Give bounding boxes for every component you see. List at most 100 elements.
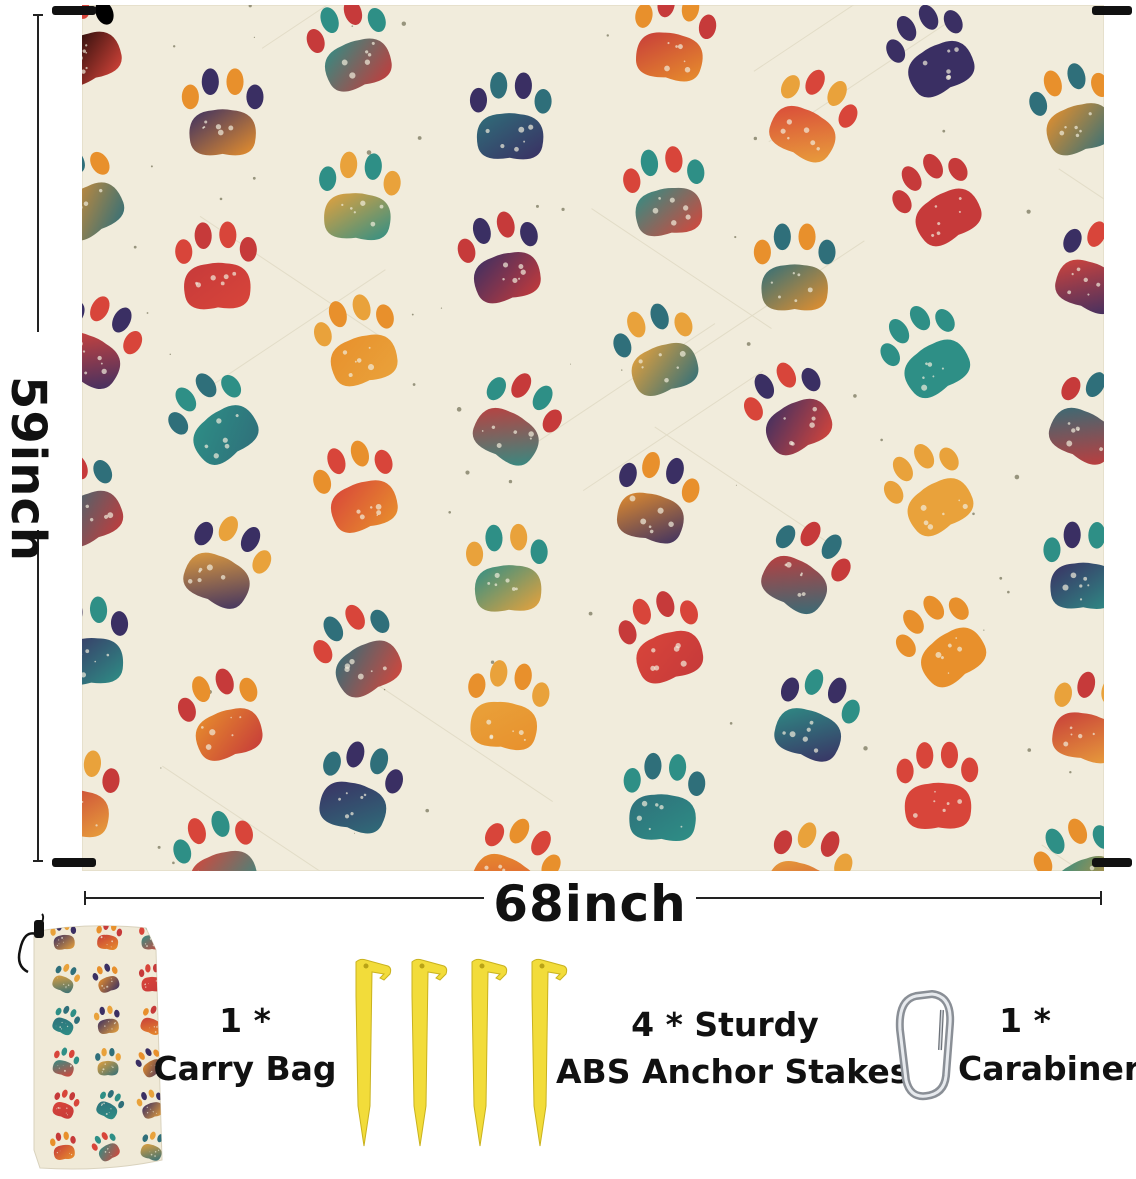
texture-speck: [169, 353, 171, 356]
stake-icon: [355, 958, 392, 1147]
texture-line: [1058, 168, 1104, 200]
texture-speck: [1027, 748, 1032, 752]
texture-speck: [561, 207, 565, 212]
bag-qty: 1 *: [219, 1001, 271, 1040]
height-label: 59inch: [0, 376, 56, 563]
texture-speck: [448, 510, 452, 514]
paw-print: [93, 1005, 120, 1035]
texture-speck: [1069, 771, 1072, 774]
paw-print: [769, 69, 858, 163]
paw-print: [466, 523, 548, 612]
paw-print: [1052, 671, 1104, 764]
texture-line: [372, 681, 553, 802]
paw-print: [457, 211, 541, 304]
texture-speck: [425, 808, 430, 813]
paw-print: [1033, 818, 1104, 871]
texture-line: [582, 370, 764, 492]
stakes-label: ABS Anchor Stakes: [556, 1052, 910, 1091]
texture-speck: [354, 832, 356, 834]
stake-icon: [411, 958, 448, 1147]
paw-print: [1029, 63, 1104, 156]
texture-line: [753, 5, 855, 72]
texture-speck: [983, 629, 985, 631]
stakes-icon: [340, 956, 570, 1152]
texture-line: [162, 765, 321, 871]
texture-speck: [150, 165, 153, 168]
texture-speck: [252, 176, 256, 180]
paw-print: [892, 153, 982, 247]
paw-print: [52, 1005, 80, 1036]
texture-speck: [999, 576, 1003, 580]
texture-speck: [606, 34, 609, 37]
paw-print: [469, 72, 552, 160]
paw-print: [635, 5, 717, 82]
paw-print: [623, 146, 705, 237]
texture-speck: [351, 25, 354, 27]
paw-print: [173, 810, 258, 871]
paw-print: [313, 440, 398, 533]
width-dimension-line-left: [84, 897, 484, 899]
paw-print: [82, 296, 143, 389]
corner-loop-bottom-left: [52, 858, 96, 867]
paw-print: [168, 373, 259, 465]
paw-print: [766, 822, 853, 871]
paw-print: [761, 521, 851, 615]
texture-speck: [535, 204, 539, 208]
texture-speck: [417, 136, 422, 140]
paw-print: [774, 669, 860, 762]
paw-print: [96, 1089, 125, 1120]
stakes-qty: 4 * Sturdy: [631, 1005, 819, 1044]
texture-speck: [133, 245, 137, 249]
texture-line: [534, 323, 716, 444]
paw-print: [895, 595, 987, 688]
texture-speck: [1007, 590, 1010, 594]
paw-print: [618, 591, 704, 684]
texture-speck: [1026, 209, 1031, 214]
paw-print: [95, 1048, 121, 1076]
paw-print: [52, 1047, 80, 1077]
paw-print-pattern: [82, 5, 1104, 871]
paw-print: [181, 68, 264, 156]
texture-speck: [746, 342, 751, 346]
paw-print: [313, 604, 402, 698]
paw-print: [52, 963, 80, 994]
paw-print: [1048, 372, 1104, 465]
paw-print: [886, 5, 975, 98]
paw-print: [96, 925, 123, 951]
width-tick-right: [1100, 891, 1102, 905]
width-label: 68inch: [490, 873, 690, 935]
stake-icon: [531, 958, 568, 1147]
paw-print: [319, 151, 401, 241]
texture-speck: [366, 150, 372, 155]
texture-line: [591, 208, 772, 329]
height-dimension-line-top: [37, 14, 39, 332]
paw-print: [91, 1132, 120, 1162]
paw-print: [613, 303, 699, 397]
paw-print: [52, 1089, 80, 1119]
texture-speck: [146, 312, 149, 314]
texture-speck: [588, 611, 593, 616]
texture-speck: [383, 688, 386, 691]
texture-speck: [863, 746, 868, 751]
texture-speck: [853, 394, 857, 398]
corner-loop-top-right: [1092, 6, 1132, 15]
texture-speck: [621, 369, 623, 371]
texture-speck: [440, 307, 443, 309]
paw-print: [623, 752, 706, 842]
paw-print: [472, 373, 562, 466]
paw-print: [616, 451, 700, 544]
texture-speck: [172, 45, 176, 48]
carabiner-qty: 1 *: [999, 1001, 1051, 1040]
width-dimension-line-right: [696, 897, 1102, 899]
texture-speck: [157, 845, 161, 849]
paw-print: [175, 221, 257, 310]
width-tick-left: [84, 891, 86, 905]
texture-speck: [172, 861, 175, 865]
texture-speck: [248, 5, 252, 8]
paw-print: [82, 750, 120, 838]
stake-icon: [471, 958, 508, 1147]
texture-speck: [219, 197, 223, 201]
texture-speck: [1014, 474, 1020, 480]
corner-loop-bottom-right: [1092, 858, 1132, 867]
height-tick-top: [33, 14, 43, 16]
